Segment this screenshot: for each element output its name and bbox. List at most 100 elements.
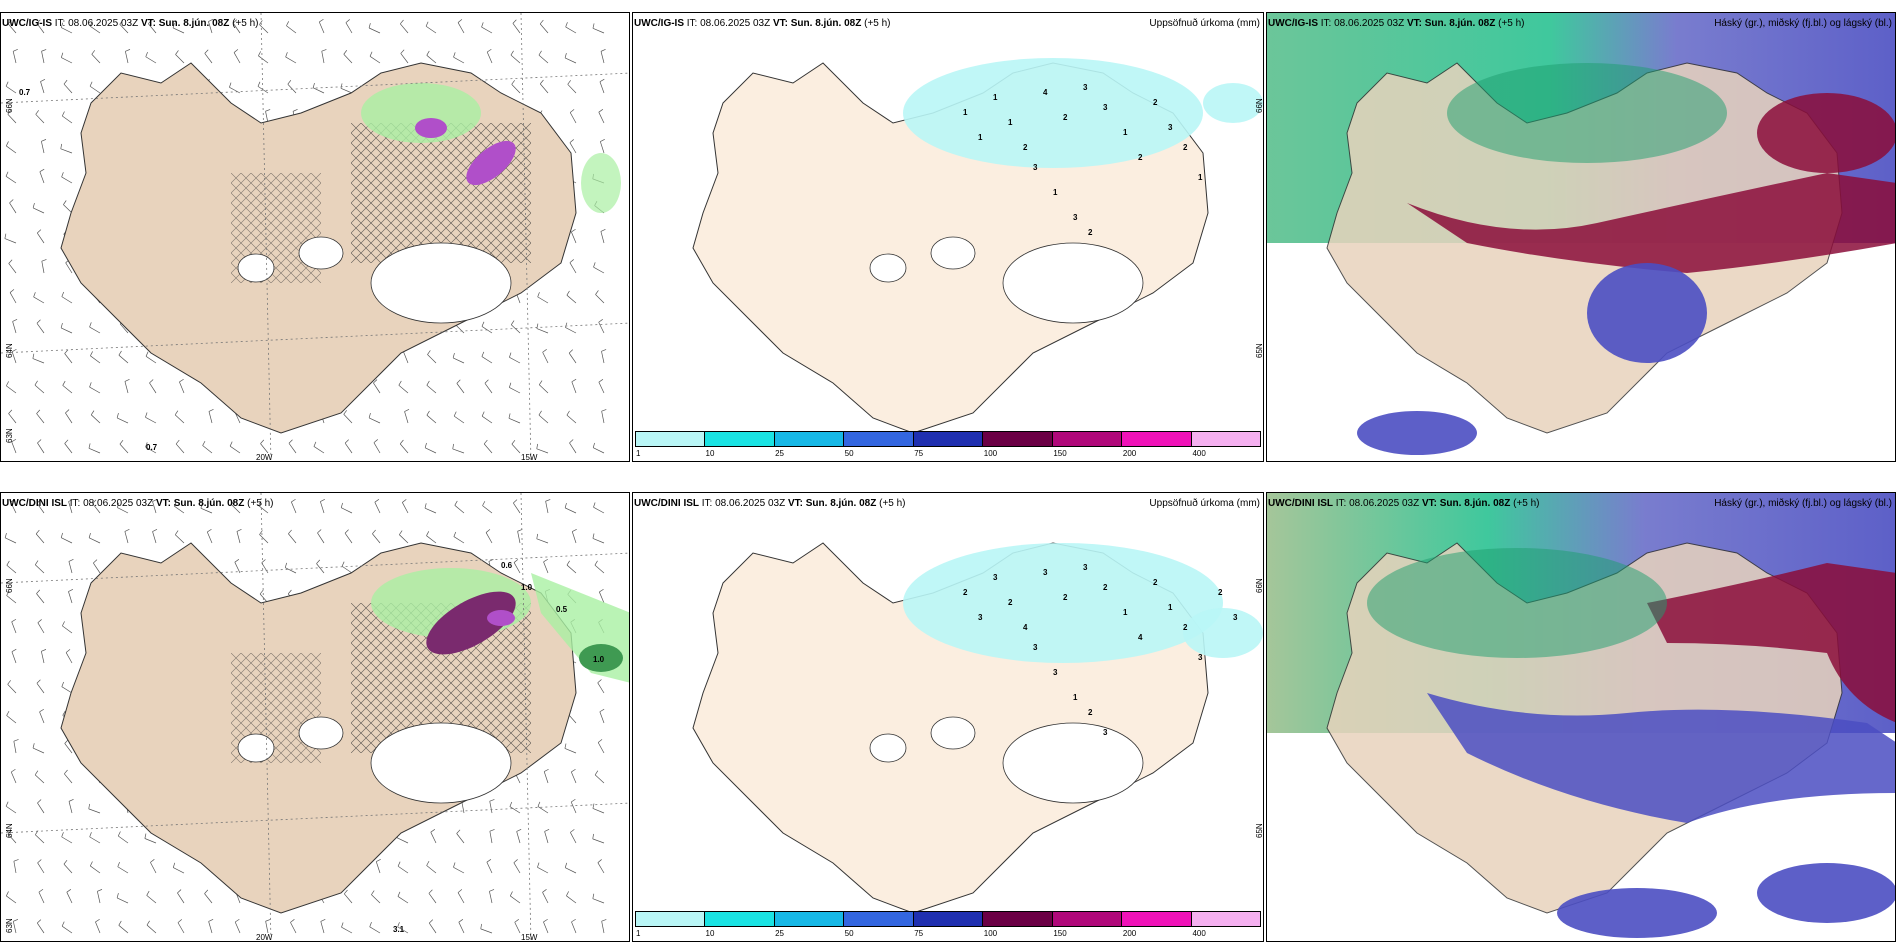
wind-barb-flag (430, 829, 436, 833)
wind-barb (539, 384, 549, 394)
wind-barb (543, 771, 549, 784)
wind-barb (373, 382, 381, 394)
wind-barb (173, 867, 185, 874)
wind-barb-flag (601, 919, 607, 922)
precip-value: 0.5 (556, 605, 568, 614)
wind-barb (229, 87, 241, 94)
wind-barb (286, 25, 297, 34)
wind-barb (206, 531, 213, 544)
wind-barb-flag (344, 439, 349, 444)
wind-barb (426, 55, 437, 64)
wind-barb-flag (68, 558, 74, 562)
wind-barb-flag (595, 290, 599, 295)
wind-barb (7, 113, 17, 124)
precip-value: 3 (1033, 643, 1038, 652)
map-svg (692, 58, 1263, 433)
wind-barb (89, 326, 101, 334)
wind-barb-flag (89, 861, 93, 867)
wind-barb (513, 562, 521, 574)
wind-barb (508, 417, 521, 424)
precip-value: 2 (1183, 623, 1188, 632)
colorbar-segment (1052, 432, 1123, 446)
wind-barb-flag (62, 380, 66, 386)
vt-label: VT: (155, 498, 171, 509)
wind-barb (341, 507, 353, 514)
wind-barb-flag (592, 893, 595, 899)
wind-barb-flag (66, 888, 72, 893)
wind-barb (146, 895, 157, 904)
glacier (869, 733, 907, 763)
wind-barb-flag (208, 18, 214, 22)
wind-barb (35, 834, 45, 844)
wind-barb-flag (564, 743, 567, 749)
wind-barb (570, 832, 577, 844)
wind-barb-flag (11, 438, 17, 443)
panel-header: UWC/IG-IS IT: 08.06.2025 03Z VT: Sun. 8.… (632, 18, 1264, 34)
colorbar-tick: 100 (983, 449, 998, 458)
wind-barb (457, 22, 465, 34)
wind-barb (149, 382, 157, 394)
precip-value: 3 (1083, 83, 1088, 92)
glacier (298, 716, 344, 750)
wind-barb-flag (124, 528, 130, 532)
wind-barb (37, 862, 45, 874)
wind-barb-flag (11, 768, 16, 773)
wind-barb-flag (321, 49, 327, 52)
wind-barb-flag (13, 859, 19, 862)
wind-barb-flag (61, 832, 64, 838)
wind-barb (64, 773, 73, 784)
wind-barb-flag (5, 141, 9, 147)
precip-light (903, 58, 1203, 168)
wind-barb (32, 747, 45, 754)
wind-barb (483, 443, 493, 454)
colorbar-tick: 1 (636, 929, 641, 938)
wind-barb-flag (456, 829, 461, 834)
wind-barb-flag (88, 443, 91, 449)
wind-barb-flag (288, 439, 293, 444)
lead-time: (+5 h) (232, 18, 259, 29)
colorbar-tick: 10 (705, 449, 715, 458)
wind-barb-flag (259, 530, 263, 535)
wind-barb (258, 505, 269, 514)
precip-value: 2 (1218, 588, 1223, 597)
wind-barb (90, 414, 101, 424)
wind-barb-flag (513, 499, 518, 504)
wind-barb-flag (536, 533, 539, 539)
wind-barb-flag (179, 378, 184, 383)
wind-barb (517, 531, 521, 544)
wind-barb-flag (32, 202, 35, 208)
wind-barb (601, 351, 605, 364)
precip-value: 2 (1183, 143, 1188, 152)
wind-barb (288, 533, 297, 544)
wind-barb (516, 831, 521, 844)
wind-barb (452, 357, 465, 364)
wind-barb (10, 502, 17, 514)
wind-barb (426, 384, 437, 394)
wind-barb (204, 893, 213, 904)
wind-barb (457, 892, 465, 904)
lat-label-66n: 66N (5, 98, 14, 113)
colorbar-segment (983, 912, 1053, 926)
lead-time: (+5 h) (864, 18, 891, 29)
wind-barb (536, 328, 549, 334)
wind-barb (456, 833, 465, 844)
wind-barb-flag (568, 349, 573, 354)
colorbar-tick: 150 (1053, 449, 1067, 458)
wind-barb-flag (62, 621, 65, 627)
wind-barb-flag (571, 918, 576, 923)
wind-barb (208, 921, 213, 934)
precip-value: 0.6 (501, 561, 513, 570)
wind-barb-flag (312, 82, 315, 88)
glacier (1002, 722, 1144, 804)
wind-barb-flag (592, 23, 595, 29)
wind-barb-flag (148, 19, 152, 24)
wind-barb (89, 25, 101, 34)
wind-barb-flag (38, 888, 44, 893)
wind-barb-flag (593, 502, 596, 508)
wind-barb-flag (37, 439, 42, 444)
wind-barb-flag (36, 589, 41, 594)
precip-value: 4 (1043, 88, 1048, 97)
wind-barb (231, 504, 241, 514)
wind-barb-flag (36, 19, 41, 24)
wind-barb (344, 893, 353, 904)
